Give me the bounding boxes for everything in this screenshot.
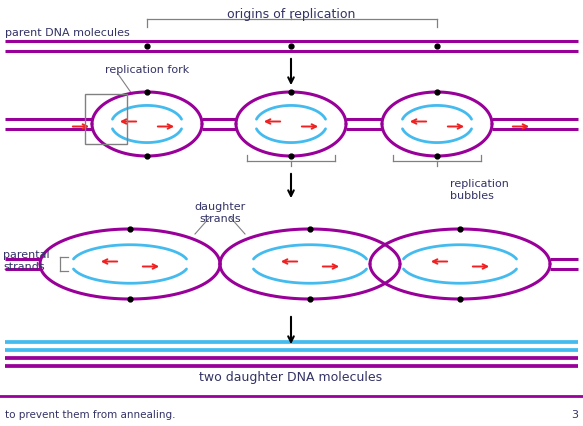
Text: replication
bubbles: replication bubbles (450, 178, 509, 200)
Text: two daughter DNA molecules: two daughter DNA molecules (199, 370, 382, 383)
Text: origins of replication: origins of replication (227, 8, 355, 21)
Text: replication fork: replication fork (105, 65, 189, 75)
Text: to prevent them from annealing.: to prevent them from annealing. (5, 409, 175, 419)
Text: daughter
strands: daughter strands (194, 201, 245, 223)
Text: 3: 3 (571, 409, 578, 419)
Text: parent DNA molecules: parent DNA molecules (5, 28, 130, 38)
Text: parental
strands: parental strands (3, 249, 50, 271)
Bar (85, 95, 127, 145)
